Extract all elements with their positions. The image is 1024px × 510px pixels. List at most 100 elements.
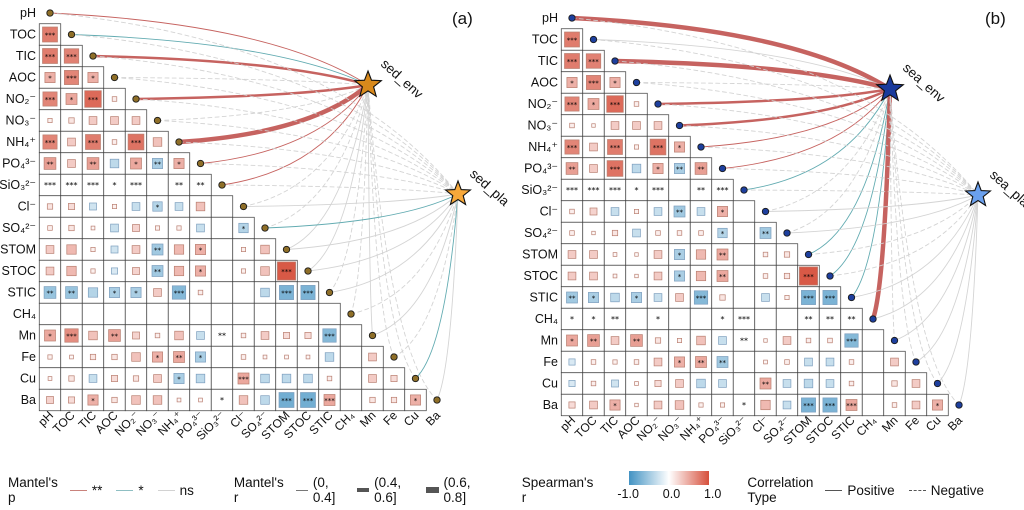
figure-legend: Mantel's p ** * ns Mantel's r (0, 0.4] (… [0,469,1024,509]
spearman-square [155,225,160,231]
row-label: NO₃⁻ [528,119,558,133]
spearman-square [44,329,56,342]
panel-b-mantel-plot: ****** **** *** **** * ****** *** *** *** *** * ** *… [512,0,1024,470]
spearman-square [653,207,663,216]
spearman-square [825,357,835,367]
spearman-square [654,380,662,387]
spearman-square [284,354,289,360]
row-label: NH₄⁺ [6,135,36,149]
spearman-square [131,395,141,405]
significance-stars: *** [45,139,56,147]
significance-stars: ** [569,294,577,302]
variable-node [282,245,291,254]
matrix-cell [861,372,885,395]
significance-stars: * [592,101,596,109]
matrix-cell [210,195,234,218]
spearman-square [132,224,140,232]
spearman-square [241,268,246,274]
significance-stars: * [721,230,725,238]
spearman-square [696,207,706,216]
correlation-type-title: Correlation Type [747,475,814,505]
spearman-square [586,75,601,90]
matrix-cell [296,302,320,326]
significance-stars-text: * [592,315,596,324]
spearman-square [151,243,164,256]
spearman-square [803,378,814,389]
variable-node [368,331,377,340]
spearman-square [719,294,726,301]
mantel-line-env [307,84,369,272]
row-label: CH₄ [13,307,36,321]
spearman-square [67,159,76,168]
spearman-square [152,201,163,212]
spearman-square [891,380,898,387]
spearman-square [610,292,620,303]
spearman-square [649,138,667,156]
row-label: AOC [531,76,558,90]
spearman-square [760,399,771,411]
spearman-square [567,271,577,281]
mantel-line-pla [286,193,459,250]
solid-line-swatch [825,489,843,491]
spearman-square [634,381,639,386]
mantel-line-pla [743,189,979,196]
significance-stars: * [613,402,617,410]
significance-stars: * [570,79,574,87]
spearman-square [68,396,75,404]
mantel-r-class3: (0.6, 0.8] [426,475,481,505]
significance-stars: *** [588,58,599,66]
spearman-square [260,395,270,405]
mantel-line-env [889,88,917,363]
mantel-r-class1-label: (0, 0.4] [312,475,336,505]
significance-stars: * [656,165,660,173]
spearman-square [173,244,185,255]
variable-node [955,401,963,409]
significance-stars: *** [610,144,621,152]
spearman-square [609,77,621,88]
matrix-cell [210,238,234,261]
spearman-square [47,225,53,231]
mantel-line-pla [593,39,979,196]
spearman-square [43,157,57,170]
significance-stars-text: *** [66,181,78,190]
spearman-square [132,375,140,382]
row-label: STIC [8,286,36,300]
spearman-square [634,402,639,408]
env-star [875,73,905,102]
spearman-gradient-bar [629,471,710,485]
spearman-square [693,290,709,305]
variable-node [110,73,119,82]
significance-stars: * [199,268,203,276]
spearman-square [566,334,578,347]
spearman-square [174,330,184,341]
variable-node [912,358,920,366]
spearman-square [132,267,140,275]
significance-stars-text: ** [848,315,856,324]
spearman-square [240,332,247,339]
spearman-square [591,123,596,128]
spearman-square [848,359,855,365]
row-label: Fe [543,355,558,369]
corr-negative-label: Negative [930,482,984,498]
gray-line-swatch [157,489,175,491]
spearman-square [88,374,98,383]
mantel-line-env [700,88,891,148]
spearman-square [606,160,624,177]
matrix-cell [189,302,212,326]
spearman-square [653,250,663,259]
spearman-square [718,336,727,345]
variable-node [433,396,441,404]
spearman-square [569,230,575,236]
row-label: CH₄ [535,312,558,326]
significance-stars: *** [567,58,578,66]
spearman-square [281,373,292,384]
spearman-square [300,392,316,408]
variable-node [740,186,748,194]
significance-stars: *** [610,165,621,173]
significance-stars: ** [154,246,162,254]
spearman-square [153,374,162,383]
variable-node [390,353,398,361]
variable-node [783,229,791,237]
matrix-cell [253,302,277,326]
significance-stars: *** [281,397,292,405]
